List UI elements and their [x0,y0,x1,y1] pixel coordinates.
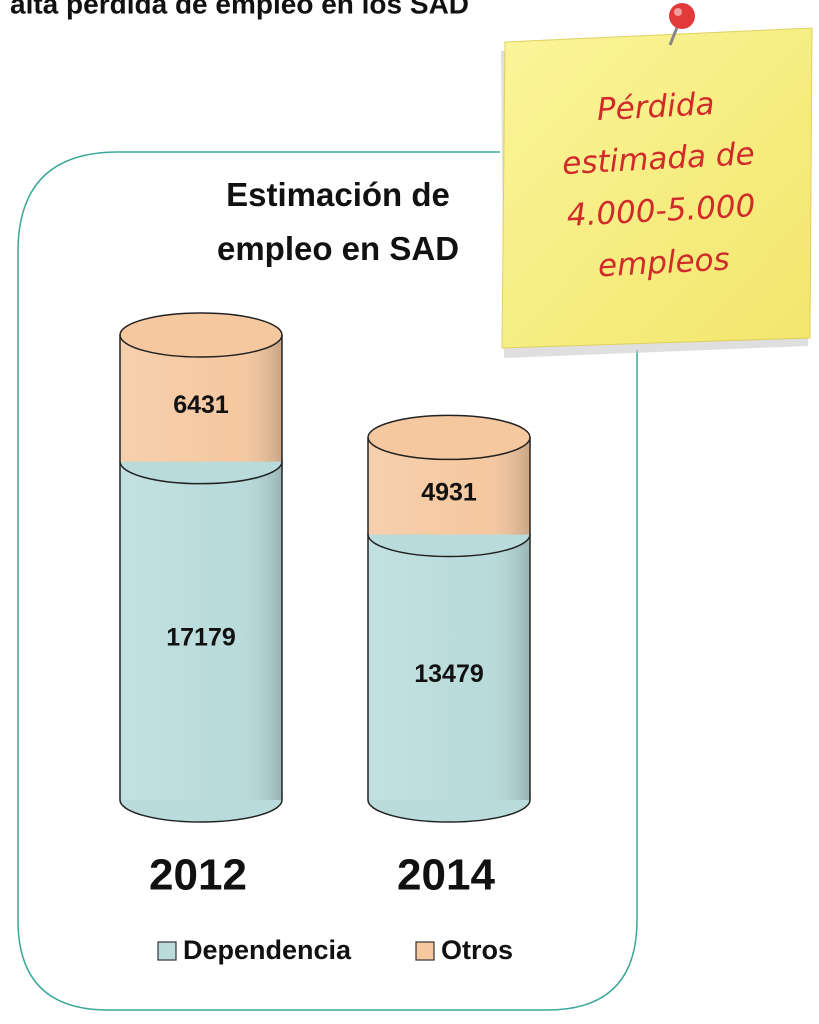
chart-title-line: empleo en SAD [217,230,459,267]
legend-swatch [157,941,177,961]
x-tick-label: 2012 [149,851,247,900]
note-line: empleos [597,241,730,284]
chart-title-line: Estimación de [226,176,450,213]
legend-swatch [415,941,435,961]
page-title: alta pérdida de empleo en los SAD [10,0,469,19]
x-tick-label: 2014 [397,851,495,900]
segment-top [119,312,283,358]
legend-label: Dependencia [183,935,352,965]
legend: Dependencia Otros [157,935,513,965]
legend-label: Otros [441,935,513,965]
segment-shade [368,534,530,800]
note-text: Pérdidaestimada de4.000-5.000empleos [559,84,761,286]
data-label: 17179 [166,623,236,651]
segment-top [367,414,531,461]
note-line: Pérdida [596,86,715,128]
data-label: 4931 [421,479,477,507]
segment-shade [120,461,282,800]
sticky-note: Pérdidaestimada de4.000-5.000empleos [501,3,813,358]
plot: 17179 6431 2012 13479 4931 2014 [119,312,531,900]
data-label: 13479 [414,660,484,688]
data-label: 6431 [173,391,229,419]
frame [17,151,638,1011]
chart-title: Estimación de empleo en SAD [217,176,459,267]
